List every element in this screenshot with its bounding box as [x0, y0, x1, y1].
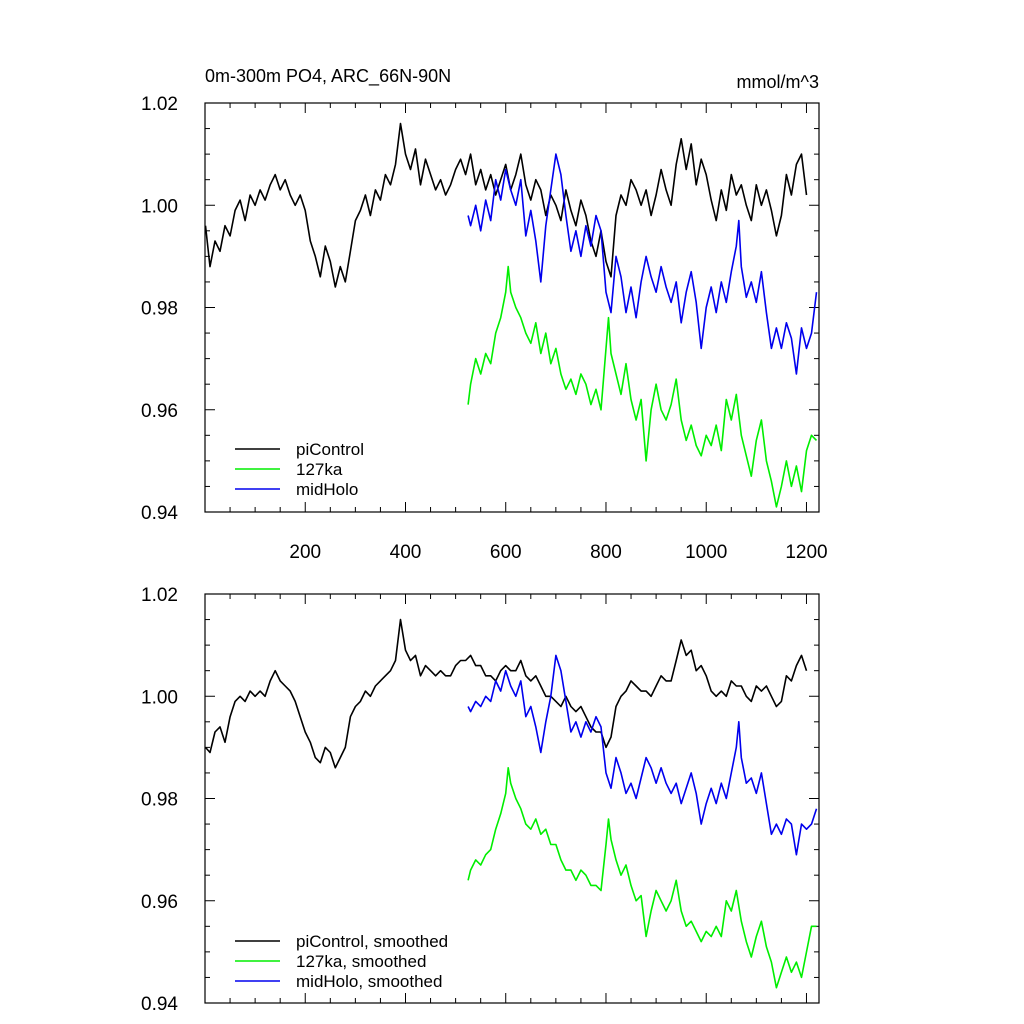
- y-tick-label: 0.94: [141, 994, 178, 1015]
- x-tick-label: 600: [490, 542, 522, 563]
- chart-title: 0m-300m PO4, ARC_66N-90N: [205, 66, 451, 87]
- legend-label: piControl: [296, 440, 364, 459]
- series-line-2: [467, 265, 818, 508]
- x-tick-label: 200: [289, 542, 321, 563]
- legend-label: 127ka, smoothed: [296, 952, 426, 971]
- series-line-1: [204, 122, 808, 288]
- series-line-3: [467, 654, 818, 856]
- y-tick-label: 0.98: [141, 299, 178, 320]
- y-tick-label: 1.02: [141, 585, 178, 606]
- x-tick-label: 1000: [685, 542, 727, 563]
- plot-panel-2: 0.94 0.96 0.98 1.00 1.02 piControl, smoothed1…: [141, 585, 820, 1015]
- legend-label: 127ka: [296, 460, 343, 479]
- y-tick-label: 0.94: [141, 503, 178, 524]
- y-tick-label: 0.98: [141, 790, 178, 811]
- x-tick-label: 400: [390, 542, 422, 563]
- legend-label: midHolo: [296, 480, 358, 499]
- series-line-2: [467, 767, 817, 989]
- plot-panel-1: 0.94 0.96 0.98 1.00 1.02 200 400 600 800 1000 1200…: [141, 94, 828, 563]
- series-line-1: [204, 618, 808, 769]
- y-tick-label: 0.96: [141, 892, 178, 913]
- x-tick-label: 800: [590, 542, 622, 563]
- x-tick-label: 1200: [785, 542, 827, 563]
- series-line-3: [467, 153, 818, 375]
- y-tick-label: 1.00: [141, 196, 178, 217]
- chart-units-label: mmol/m^3: [737, 72, 819, 92]
- legend-label: midHolo, smoothed: [296, 972, 442, 991]
- y-tick-label: 0.96: [141, 401, 178, 422]
- y-tick-label: 1.02: [141, 94, 178, 115]
- legend-label: piControl, smoothed: [296, 932, 448, 951]
- y-tick-label: 1.00: [141, 687, 178, 708]
